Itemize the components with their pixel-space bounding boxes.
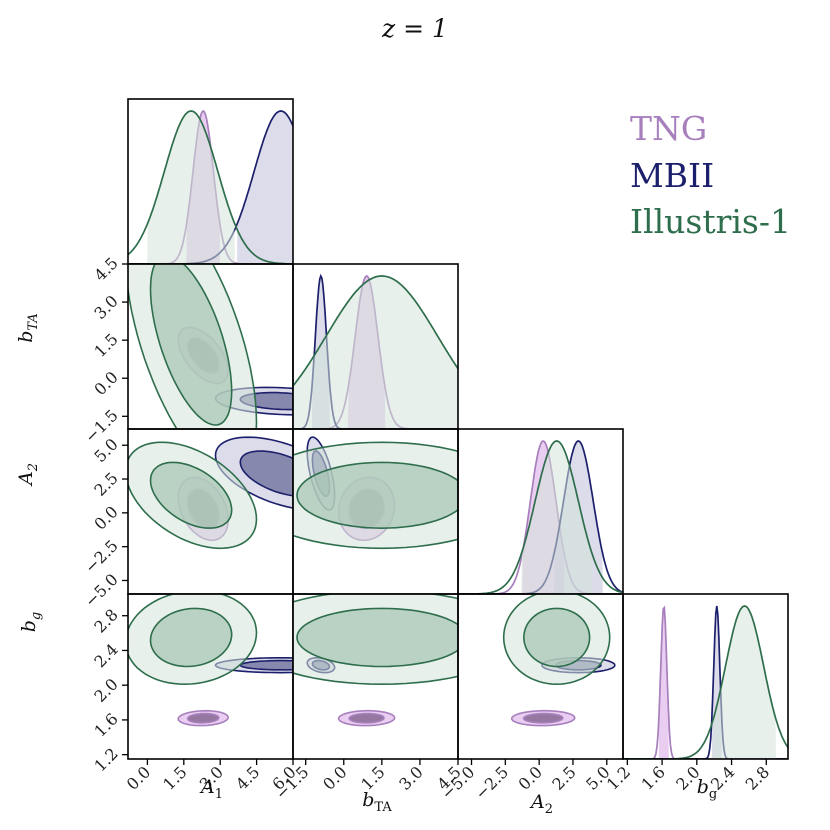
marginal-curve-tng [458,440,623,594]
ytick-label-bTA: 1.5 [90,330,121,361]
yaxis-label-A2: A2 [15,463,41,487]
panel-bg-bg: 1.2 1.6 2.0 2.4 2.8 [603,593,789,794]
xtick-label-A1: 4.5 [232,762,263,793]
xaxis-label-bTA: bTA [362,789,392,815]
marginal-band-illustris-1 [147,111,235,264]
panel-bTA-bg: −1.5 0.0 1.5 3.0 4.5 [272,593,465,803]
panel-A2-A2 [457,428,624,595]
panel-frame [622,593,789,760]
contour-inner-illustris-1 [149,264,233,426]
ytick-label-A2: −2.5 [81,536,122,577]
xtick-label-bg: 2.8 [742,762,773,793]
xtick-label-A2: −5.0 [437,762,478,803]
marginal-band-mbii [237,111,293,264]
xtick-label-bg: 1.2 [603,762,634,793]
yaxis-label-bTA: bTA [15,313,41,343]
xtick-label-bg: 1.6 [637,762,668,793]
marginal-band-illustris-1 [293,276,458,429]
contour-inner-tng [348,712,385,724]
ytick-label-bg: 2.4 [90,640,121,671]
panel-bTA-bTA [292,263,459,430]
contour-inner-illustris-1 [296,607,458,668]
yaxis-label-bg: bg [18,612,44,633]
ytick-label-bg: 2.0 [90,675,121,706]
contour-inner-illustris-1 [149,607,233,668]
xtick-label-A2: 2.5 [548,762,579,793]
marginal-band-illustris-1 [521,441,593,594]
panel-A2-bg: −5.0−2.5 0.0 2.5 5.0 [437,593,624,803]
contour-inner-illustris-1 [296,461,458,530]
xtick-label-A2: −2.5 [471,762,512,803]
ytick-label-A2: 0.0 [90,502,121,533]
legend-entry-tng: TNG [630,109,707,148]
legend-entry-mbii: MBII [630,156,714,195]
contour-inner-tng [522,712,564,724]
ytick-label-bTA: 0.0 [90,368,121,399]
contour-inner-illustris-1 [522,607,591,668]
xtick-label-bTA: −1.5 [272,762,313,803]
contour-inner-mbii [239,450,293,497]
marginal-curve-mbii [293,273,458,429]
ytick-label-bTA: 4.5 [90,253,121,284]
xtick-label-A2: 0.0 [515,762,546,793]
xtick-label-A1: 0.0 [123,762,154,793]
contour-inner-tng [186,712,220,724]
marginal-curve-illustris-1 [293,275,458,387]
ytick-label-A2: −5.0 [81,570,122,611]
legend: TNG MBII Illustris-1 [630,109,791,241]
marginal-curve-illustris-1 [128,110,293,264]
ytick-label-bTA: 3.0 [90,291,121,322]
figure-title: z = 1 [381,14,448,43]
ytick-label-bg: 1.2 [90,744,121,775]
xtick-label-A1: 1.5 [159,762,190,793]
xtick-label-bTA: 0.0 [319,762,350,793]
xtick-label-bTA: 3.0 [395,762,426,793]
contour-inner-illustris-1 [149,461,233,529]
marginal-curve-illustris-1 [623,605,788,759]
marginal-band-tng [658,607,669,759]
marginal-band-illustris-1 [713,606,776,759]
panel-A1-A1 [127,98,294,265]
legend-entry-illustris-1: Illustris-1 [630,202,791,241]
ytick-label-A2: 2.5 [90,468,121,499]
panel-bTA-A2 [292,428,459,595]
xaxis-label-A2: A2 [529,791,553,817]
ytick-label-bg: 1.6 [90,709,121,740]
